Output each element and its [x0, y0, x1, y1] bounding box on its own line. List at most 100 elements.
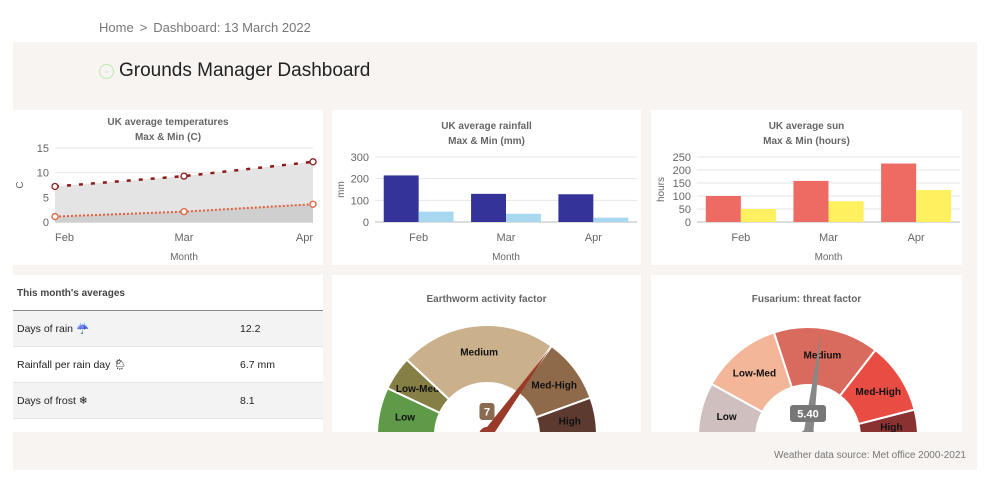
gauge-band-label: Low — [717, 412, 737, 423]
gauge-band-label: Med-High — [531, 381, 577, 392]
gauge-band-label: Medium — [460, 347, 498, 358]
x-axis-label: Month — [815, 252, 843, 263]
row-label: Days of rain — [17, 323, 74, 335]
bar — [558, 194, 594, 222]
y-axis-label: mm — [336, 181, 347, 198]
gauge-value: 7 — [484, 407, 490, 419]
fusarium-gauge: Fusarium: threat factor Low Low-Med Medium M… — [651, 275, 962, 432]
x-tick-label: Apr — [296, 232, 313, 244]
data-point — [180, 207, 188, 216]
x-axis-label: Month — [492, 252, 520, 263]
chart-subtitle: Max & Min (mm) — [448, 136, 525, 147]
y-tick-label: 150 — [673, 178, 691, 190]
gauge-band-label: Low-Med — [396, 384, 439, 395]
bar — [705, 196, 741, 222]
y-tick-label: 200 — [351, 174, 369, 186]
row-label: Days of frost — [17, 394, 76, 407]
bar — [740, 209, 776, 222]
gauge-pivot — [479, 427, 495, 432]
y-tick-label: 0 — [43, 217, 49, 229]
rainfall-chart: UK average rainfall Max & Min (mm) 0 100 200… — [332, 110, 641, 265]
gauge-value-box — [790, 405, 826, 422]
gauge-pivot — [801, 429, 815, 432]
breadcrumb-current: Dashboard: 13 March 2022 — [153, 20, 311, 35]
gauge-band-label: Low — [395, 413, 415, 424]
gauge-band-label: High — [880, 422, 902, 432]
bar — [828, 201, 864, 222]
bar — [881, 163, 917, 222]
bar — [506, 213, 541, 222]
breadcrumb: Home > Dashboard: 13 March 2022 — [99, 20, 317, 35]
y-tick-label: 10 — [37, 168, 49, 180]
x-tick-label: Apr — [585, 232, 602, 244]
gauge-band — [405, 324, 554, 401]
data-point — [180, 172, 188, 180]
breadcrumb-home[interactable]: Home — [99, 20, 134, 35]
chart-subtitle: Max & Min (hours) — [763, 136, 850, 147]
gauge-svg: Low Low-Med Medium Med-High High 7 — [376, 324, 598, 432]
data-point — [51, 212, 59, 221]
page-title-text: Grounds Manager Dashboard — [119, 60, 371, 81]
temperature-chart: UK average temperatures Max & Min (C) 0 5 10… — [13, 110, 323, 265]
y-tick-label: 0 — [685, 217, 691, 229]
x-tick-label: Feb — [55, 232, 74, 244]
table-row: Days of frost ❄ 8.1 — [13, 383, 323, 419]
chart-title: UK average sun — [768, 121, 845, 132]
y-tick-label: 5 — [43, 192, 49, 204]
x-axis-label: Month — [170, 252, 198, 263]
bar — [916, 190, 952, 222]
row-value: 6.7 mm — [240, 358, 276, 371]
y-tick-label: 100 — [351, 195, 369, 207]
data-point — [51, 182, 59, 191]
row-value: 8.1 — [240, 394, 255, 407]
rain-cloud-icon: ☔ — [75, 323, 90, 335]
x-tick-label: Feb — [409, 232, 428, 244]
y-tick-label: 50 — [679, 204, 691, 216]
chart-title: UK average rainfall — [441, 121, 532, 132]
gauge-band — [534, 396, 598, 432]
data-point — [309, 158, 317, 166]
bar — [383, 175, 419, 222]
data-point — [309, 200, 317, 208]
chart-svg: 0 100 200 300 mm Month Feb Mar Apr — [336, 152, 637, 263]
icicles-icon: ❄ — [78, 394, 88, 407]
row-value: 12.2 — [240, 322, 261, 335]
y-tick-label: 300 — [351, 152, 369, 164]
y-tick-label: 100 — [673, 191, 691, 203]
chart-title: UK average temperatures — [107, 117, 229, 128]
bar — [418, 211, 454, 222]
gauge-band — [857, 408, 919, 432]
earthworm-gauge: Earthworm activity factor Low Low-Med Mediu… — [332, 275, 641, 432]
x-tick-label: Feb — [731, 232, 750, 244]
gauge-svg: Low Low-Med Medium Med-High High 5.40 — [697, 326, 919, 432]
row-label: Rainfall per rain day — [17, 359, 111, 371]
averages-title: This month's averages — [13, 275, 323, 311]
data-source: Weather data source: Met office 2000-202… — [774, 450, 966, 461]
x-tick-label: Mar — [819, 232, 838, 244]
gauge-value-box — [479, 403, 495, 420]
y-axis-label: hours — [656, 177, 667, 202]
sun-chart: UK average sun Max & Min (hours) 0 50 100 150… — [651, 110, 962, 265]
y-tick-label: 200 — [673, 165, 691, 177]
y-tick-label: 250 — [673, 152, 691, 164]
chart-subtitle: Max & Min (C) — [134, 132, 202, 143]
breadcrumb-separator: > — [139, 20, 148, 35]
page-title: ◦ Grounds Manager Dashboard — [99, 60, 370, 82]
table-row: Rainfall per rain day 🌦 6.7 mm — [13, 347, 323, 383]
y-axis-label: C — [15, 181, 26, 188]
bar — [471, 193, 506, 222]
table-row: Days of rain ☔ 12.2 — [13, 311, 323, 347]
gauge-title: Earthworm activity factor — [426, 294, 547, 305]
gauge-band-label: Med-High — [855, 387, 901, 398]
bar — [793, 180, 829, 222]
logo-icon: ◦ — [99, 63, 114, 79]
sun-rain-cloud-icon: 🌦 — [113, 359, 127, 371]
y-tick-label: 0 — [363, 217, 369, 229]
gauge-band-label: Low-Med — [733, 368, 776, 379]
x-tick-label: Mar — [497, 232, 516, 244]
gauge-title: Fusarium: threat factor — [751, 294, 862, 305]
gauge-band-label: Medium — [804, 350, 842, 361]
gauge-value: 5.40 — [797, 409, 818, 421]
bar — [593, 217, 629, 222]
